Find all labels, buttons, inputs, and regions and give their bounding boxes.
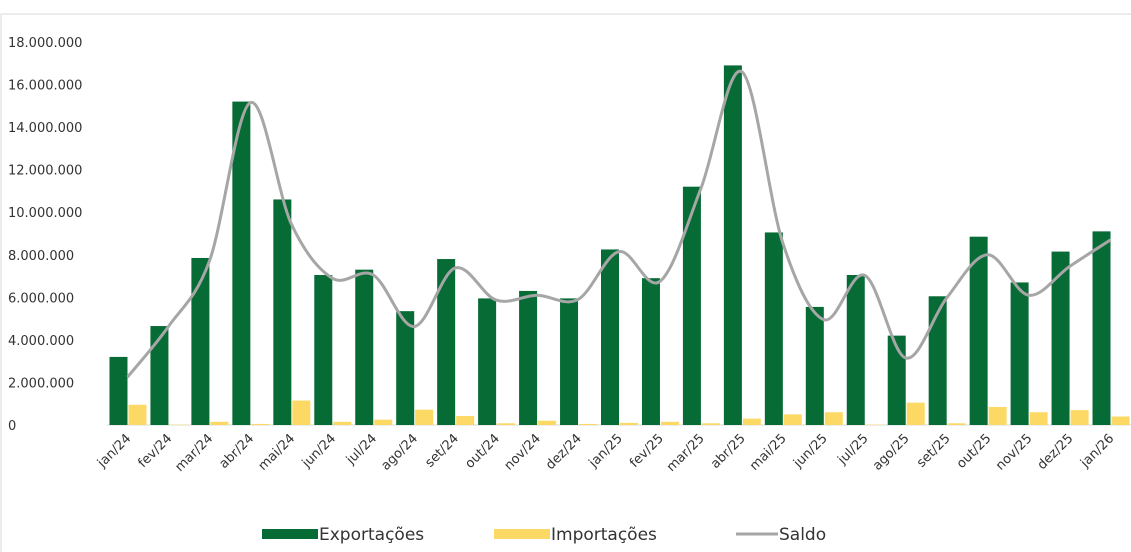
bar (947, 423, 966, 425)
x-tick-label: nov/24 (502, 431, 544, 473)
x-tick-label: ago/25 (870, 431, 912, 473)
x-tick-label: set/25 (914, 431, 953, 470)
bar (682, 186, 701, 425)
x-tick-label: dez/25 (1035, 431, 1077, 473)
bar (374, 419, 393, 425)
chart-frame (0, 13, 1131, 552)
x-tick-label: jun/24 (299, 431, 339, 471)
bar (437, 259, 456, 425)
bar (601, 249, 619, 425)
bar (1070, 410, 1089, 425)
bar (988, 406, 1007, 425)
x-tick-label: abr/25 (708, 431, 749, 472)
bar (824, 412, 843, 425)
x-tick-label: mar/24 (172, 431, 216, 475)
bar (620, 422, 638, 425)
legend-swatch (262, 529, 318, 539)
y-tick-label: 16.000.000 (8, 79, 82, 94)
legend-swatch (494, 529, 550, 539)
bar (415, 409, 434, 425)
bar (701, 423, 720, 425)
x-tick-label: mai/24 (256, 431, 299, 474)
x-tick-label: jan/24 (94, 431, 134, 471)
bar (1010, 282, 1029, 425)
x-tick-label: ago/24 (379, 431, 421, 473)
x-tick-label: out/24 (462, 431, 502, 471)
x-tick-label: jul/24 (343, 431, 380, 468)
bar (764, 232, 783, 425)
bar (251, 423, 270, 425)
bar (232, 101, 251, 426)
bar (333, 421, 352, 425)
bar (742, 418, 761, 425)
x-tick-label: set/24 (423, 431, 462, 470)
x-tick-label: jan/26 (1077, 431, 1117, 471)
bar (1051, 251, 1070, 425)
bar (292, 400, 311, 425)
bar (1111, 416, 1130, 425)
bar (1029, 412, 1048, 425)
bar (519, 290, 538, 425)
y-tick-label: 14.000.000 (8, 121, 82, 136)
line (126, 69, 1112, 379)
bar (660, 421, 679, 425)
y-tick-label: 6.000.000 (8, 291, 74, 306)
x-tick-label: mar/25 (664, 431, 708, 475)
bar (846, 274, 865, 425)
y-tick-label: 4.000.000 (8, 334, 74, 349)
bar (560, 298, 579, 425)
bar (273, 199, 292, 425)
x-tick-label: mai/25 (747, 431, 790, 474)
bar (1092, 231, 1111, 425)
bar (928, 296, 947, 425)
bar (538, 420, 557, 425)
bar (109, 356, 128, 425)
y-tick-label: 8.000.000 (8, 249, 74, 264)
y-tick-label: 0 (8, 419, 16, 434)
bar (969, 236, 988, 425)
x-tick-label: jun/25 (790, 431, 830, 471)
bar (150, 326, 169, 425)
x-tick-label: jan/25 (586, 431, 626, 471)
legend-label: Saldo (779, 525, 826, 545)
y-tick-label: 12.000.000 (8, 164, 82, 179)
bar (887, 335, 906, 425)
bar (456, 416, 475, 425)
bar (396, 311, 415, 425)
x-tick-label: abr/24 (217, 431, 258, 472)
bar (805, 306, 824, 425)
x-tick-label: nov/25 (993, 431, 1035, 473)
bar (478, 298, 497, 425)
bar (783, 414, 802, 425)
bar (579, 423, 598, 425)
bar (314, 274, 333, 425)
y-tick-label: 10.000.000 (8, 206, 82, 221)
bar (497, 423, 516, 425)
legend-label: Exportações (319, 525, 424, 545)
y-tick-label: 2.000.000 (8, 376, 74, 391)
x-tick-label: jul/25 (835, 431, 872, 468)
x-tick-label: dez/24 (543, 431, 585, 473)
bar (906, 402, 925, 425)
y-tick-label: 18.000.000 (8, 36, 82, 51)
x-tick-label: fev/24 (136, 431, 176, 471)
x-tick-label: out/25 (954, 431, 994, 471)
bar (191, 257, 210, 425)
x-tick-label: fev/25 (627, 431, 667, 471)
legend-label: Importações (551, 525, 657, 545)
bar (641, 278, 660, 425)
bar (355, 269, 374, 425)
bar (723, 65, 742, 426)
bar (210, 421, 229, 425)
bar (128, 404, 147, 425)
